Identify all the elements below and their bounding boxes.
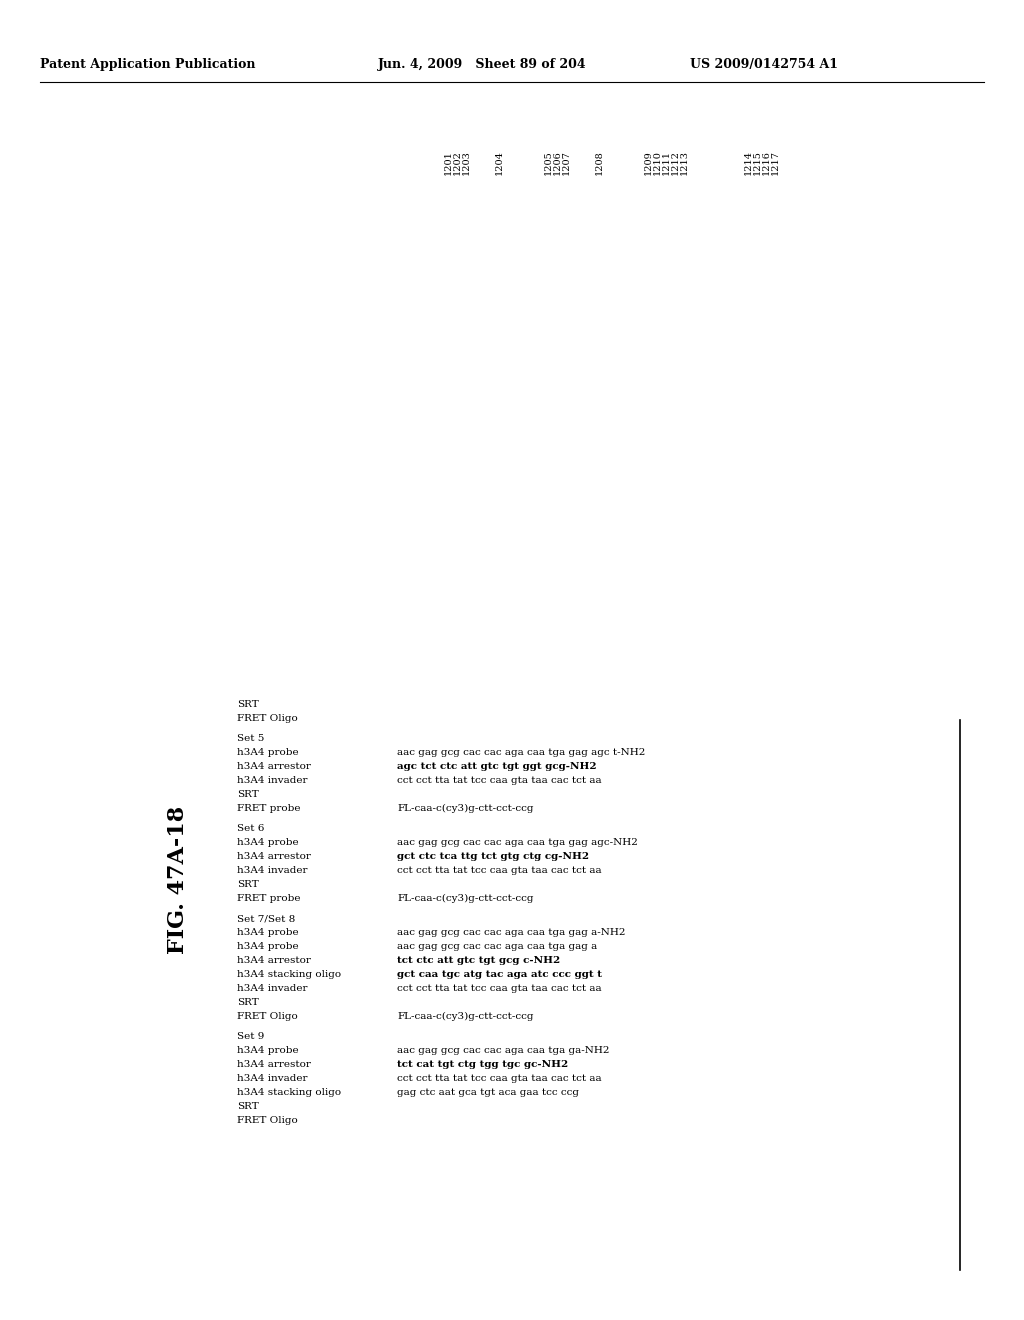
Text: h3A4 invader: h3A4 invader (237, 866, 307, 875)
Text: cct cct tta tat tcc caa gta taa cac tct aa: cct cct tta tat tcc caa gta taa cac tct … (397, 1074, 602, 1082)
Text: SRT: SRT (237, 789, 259, 799)
Text: 1210: 1210 (652, 150, 662, 176)
Text: h3A4 probe: h3A4 probe (237, 1045, 299, 1055)
Text: 1217: 1217 (770, 150, 779, 176)
Text: Jun. 4, 2009   Sheet 89 of 204: Jun. 4, 2009 Sheet 89 of 204 (378, 58, 587, 71)
Text: agc tct ctc att gtc tgt ggt gcg-NH2: agc tct ctc att gtc tgt ggt gcg-NH2 (397, 762, 597, 771)
Text: 1205: 1205 (544, 150, 553, 176)
Text: h3A4 probe: h3A4 probe (237, 942, 299, 950)
Text: h3A4 arrestor: h3A4 arrestor (237, 956, 311, 965)
Text: Patent Application Publication: Patent Application Publication (40, 58, 256, 71)
Text: SRT: SRT (237, 880, 259, 888)
Text: 1211: 1211 (662, 150, 671, 176)
Text: h3A4 stacking oligo: h3A4 stacking oligo (237, 1088, 341, 1097)
Text: h3A4 probe: h3A4 probe (237, 748, 299, 756)
Text: 1206: 1206 (553, 150, 561, 176)
Text: aac gag gcg cac cac aga caa tga gag agc-NH2: aac gag gcg cac cac aga caa tga gag agc-… (397, 838, 638, 847)
Text: gag ctc aat gca tgt aca gaa tcc ccg: gag ctc aat gca tgt aca gaa tcc ccg (397, 1088, 579, 1097)
Text: FRET Oligo: FRET Oligo (237, 1012, 298, 1020)
Text: 1203: 1203 (462, 150, 470, 176)
Text: Set 7/Set 8: Set 7/Set 8 (237, 913, 295, 923)
Text: h3A4 invader: h3A4 invader (237, 776, 307, 785)
Text: aac gag gcg cac cac aga caa tga gag a: aac gag gcg cac cac aga caa tga gag a (397, 942, 597, 950)
Text: gct caa tgc atg tac aga atc ccc ggt t: gct caa tgc atg tac aga atc ccc ggt t (397, 970, 602, 979)
Text: 1213: 1213 (680, 150, 688, 176)
Text: FL-caa-c(cy3)g-ctt-cct-ccg: FL-caa-c(cy3)g-ctt-cct-ccg (397, 804, 534, 813)
Text: US 2009/0142754 A1: US 2009/0142754 A1 (690, 58, 838, 71)
Text: SRT: SRT (237, 1102, 259, 1111)
Text: h3A4 invader: h3A4 invader (237, 983, 307, 993)
Text: 1215: 1215 (753, 150, 762, 176)
Text: FIG. 47A-18: FIG. 47A-18 (167, 807, 189, 954)
Text: tct cat tgt ctg tgg tgc gc-NH2: tct cat tgt ctg tgg tgc gc-NH2 (397, 1060, 568, 1069)
Text: h3A4 arrestor: h3A4 arrestor (237, 1060, 311, 1069)
Text: aac gag gcg cac cac aga caa tga gag agc t-NH2: aac gag gcg cac cac aga caa tga gag agc … (397, 748, 645, 756)
Text: FL-caa-c(cy3)g-ctt-cct-ccg: FL-caa-c(cy3)g-ctt-cct-ccg (397, 894, 534, 903)
Text: 1202: 1202 (453, 150, 462, 176)
Text: 1209: 1209 (643, 150, 652, 176)
Text: h3A4 stacking oligo: h3A4 stacking oligo (237, 970, 341, 979)
Text: h3A4 probe: h3A4 probe (237, 928, 299, 937)
Text: h3A4 probe: h3A4 probe (237, 838, 299, 847)
Text: 1207: 1207 (561, 150, 570, 176)
Text: SRT: SRT (237, 998, 259, 1007)
Text: SRT: SRT (237, 700, 259, 709)
Text: FL-caa-c(cy3)g-ctt-cct-ccg: FL-caa-c(cy3)g-ctt-cct-ccg (397, 1012, 534, 1022)
Text: FRET probe: FRET probe (237, 894, 300, 903)
Text: tct ctc att gtc tgt gcg c-NH2: tct ctc att gtc tgt gcg c-NH2 (397, 956, 560, 965)
Text: 1201: 1201 (443, 150, 453, 176)
Text: aac gag gcg cac cac aga caa tga ga-NH2: aac gag gcg cac cac aga caa tga ga-NH2 (397, 1045, 609, 1055)
Text: 1216: 1216 (762, 150, 770, 176)
Text: h3A4 arrestor: h3A4 arrestor (237, 851, 311, 861)
Text: gct ctc tca ttg tct gtg ctg cg-NH2: gct ctc tca ttg tct gtg ctg cg-NH2 (397, 851, 589, 861)
Text: 1214: 1214 (743, 150, 753, 176)
Text: cct cct tta tat tcc caa gta taa cac tct aa: cct cct tta tat tcc caa gta taa cac tct … (397, 776, 602, 785)
Text: h3A4 invader: h3A4 invader (237, 1074, 307, 1082)
Text: Set 9: Set 9 (237, 1032, 264, 1041)
Text: h3A4 arrestor: h3A4 arrestor (237, 762, 311, 771)
Text: FRET probe: FRET probe (237, 804, 300, 813)
Text: FRET Oligo: FRET Oligo (237, 714, 298, 723)
Text: aac gag gcg cac cac aga caa tga gag a-NH2: aac gag gcg cac cac aga caa tga gag a-NH… (397, 928, 626, 937)
Text: 1212: 1212 (671, 150, 680, 176)
Text: 1204: 1204 (495, 150, 504, 176)
Text: cct cct tta tat tcc caa gta taa cac tct aa: cct cct tta tat tcc caa gta taa cac tct … (397, 866, 602, 875)
Text: Set 6: Set 6 (237, 824, 264, 833)
Text: Set 5: Set 5 (237, 734, 264, 743)
Text: FRET Oligo: FRET Oligo (237, 1115, 298, 1125)
Text: cct cct tta tat tcc caa gta taa cac tct aa: cct cct tta tat tcc caa gta taa cac tct … (397, 983, 602, 993)
Text: 1208: 1208 (595, 150, 603, 176)
